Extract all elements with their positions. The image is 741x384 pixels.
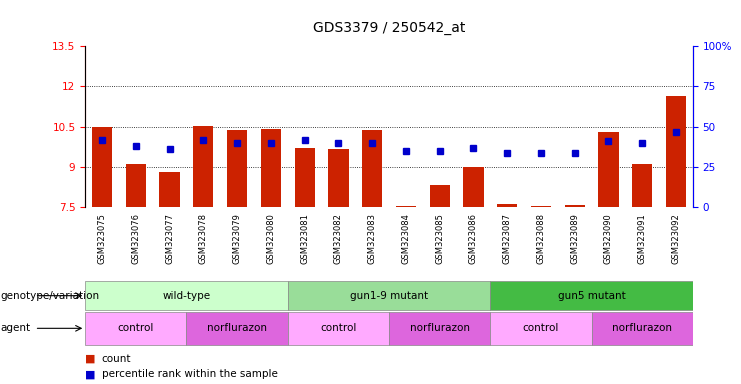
Bar: [531, 206, 551, 207]
Text: GSM323082: GSM323082: [334, 213, 343, 264]
Text: GSM323075: GSM323075: [98, 213, 107, 264]
Text: norflurazon: norflurazon: [612, 323, 672, 333]
Text: gun1-9 mutant: gun1-9 mutant: [350, 291, 428, 301]
Bar: [92, 127, 112, 207]
Text: GSM323091: GSM323091: [638, 213, 647, 264]
Bar: [261, 129, 281, 207]
Text: GSM323087: GSM323087: [502, 213, 512, 264]
Bar: [362, 130, 382, 207]
Bar: [497, 204, 517, 207]
Text: GSM323092: GSM323092: [671, 213, 680, 264]
Bar: [193, 126, 213, 207]
Text: gun5 mutant: gun5 mutant: [558, 291, 625, 301]
Text: agent: agent: [1, 323, 31, 333]
Bar: [288, 312, 389, 345]
Bar: [491, 312, 591, 345]
Text: ■: ■: [85, 369, 99, 379]
Bar: [463, 167, 484, 207]
Text: control: control: [320, 323, 356, 333]
Text: GSM323076: GSM323076: [131, 213, 140, 264]
Bar: [187, 312, 288, 345]
Text: count: count: [102, 354, 131, 364]
Text: control: control: [118, 323, 154, 333]
Text: GSM323088: GSM323088: [536, 213, 545, 264]
Bar: [288, 281, 491, 310]
Bar: [591, 312, 693, 345]
Text: norflurazon: norflurazon: [410, 323, 470, 333]
Text: genotype/variation: genotype/variation: [1, 291, 100, 301]
Text: GSM323078: GSM323078: [199, 213, 208, 264]
Text: GSM323084: GSM323084: [402, 213, 411, 264]
Bar: [328, 149, 348, 207]
Bar: [666, 96, 686, 207]
Bar: [85, 281, 288, 310]
Text: GSM323085: GSM323085: [435, 213, 444, 264]
Text: GSM323086: GSM323086: [469, 213, 478, 264]
Bar: [598, 132, 619, 207]
Bar: [159, 172, 180, 207]
Text: GDS3379 / 250542_at: GDS3379 / 250542_at: [313, 21, 465, 35]
Bar: [294, 148, 315, 207]
Text: GSM323077: GSM323077: [165, 213, 174, 264]
Text: percentile rank within the sample: percentile rank within the sample: [102, 369, 277, 379]
Text: GSM323079: GSM323079: [233, 213, 242, 264]
Bar: [491, 281, 693, 310]
Bar: [126, 164, 146, 207]
Text: GSM323089: GSM323089: [570, 213, 579, 264]
Bar: [389, 312, 491, 345]
Bar: [396, 206, 416, 207]
Bar: [430, 185, 450, 207]
Text: wild-type: wild-type: [162, 291, 210, 301]
Text: norflurazon: norflurazon: [207, 323, 267, 333]
Bar: [632, 164, 652, 207]
Text: GSM323083: GSM323083: [368, 213, 376, 264]
Text: ■: ■: [85, 354, 99, 364]
Text: control: control: [522, 323, 559, 333]
Text: GSM323081: GSM323081: [300, 213, 309, 264]
Text: GSM323090: GSM323090: [604, 213, 613, 264]
Bar: [85, 312, 187, 345]
Bar: [565, 205, 585, 207]
Text: GSM323080: GSM323080: [266, 213, 276, 264]
Bar: [227, 130, 247, 207]
